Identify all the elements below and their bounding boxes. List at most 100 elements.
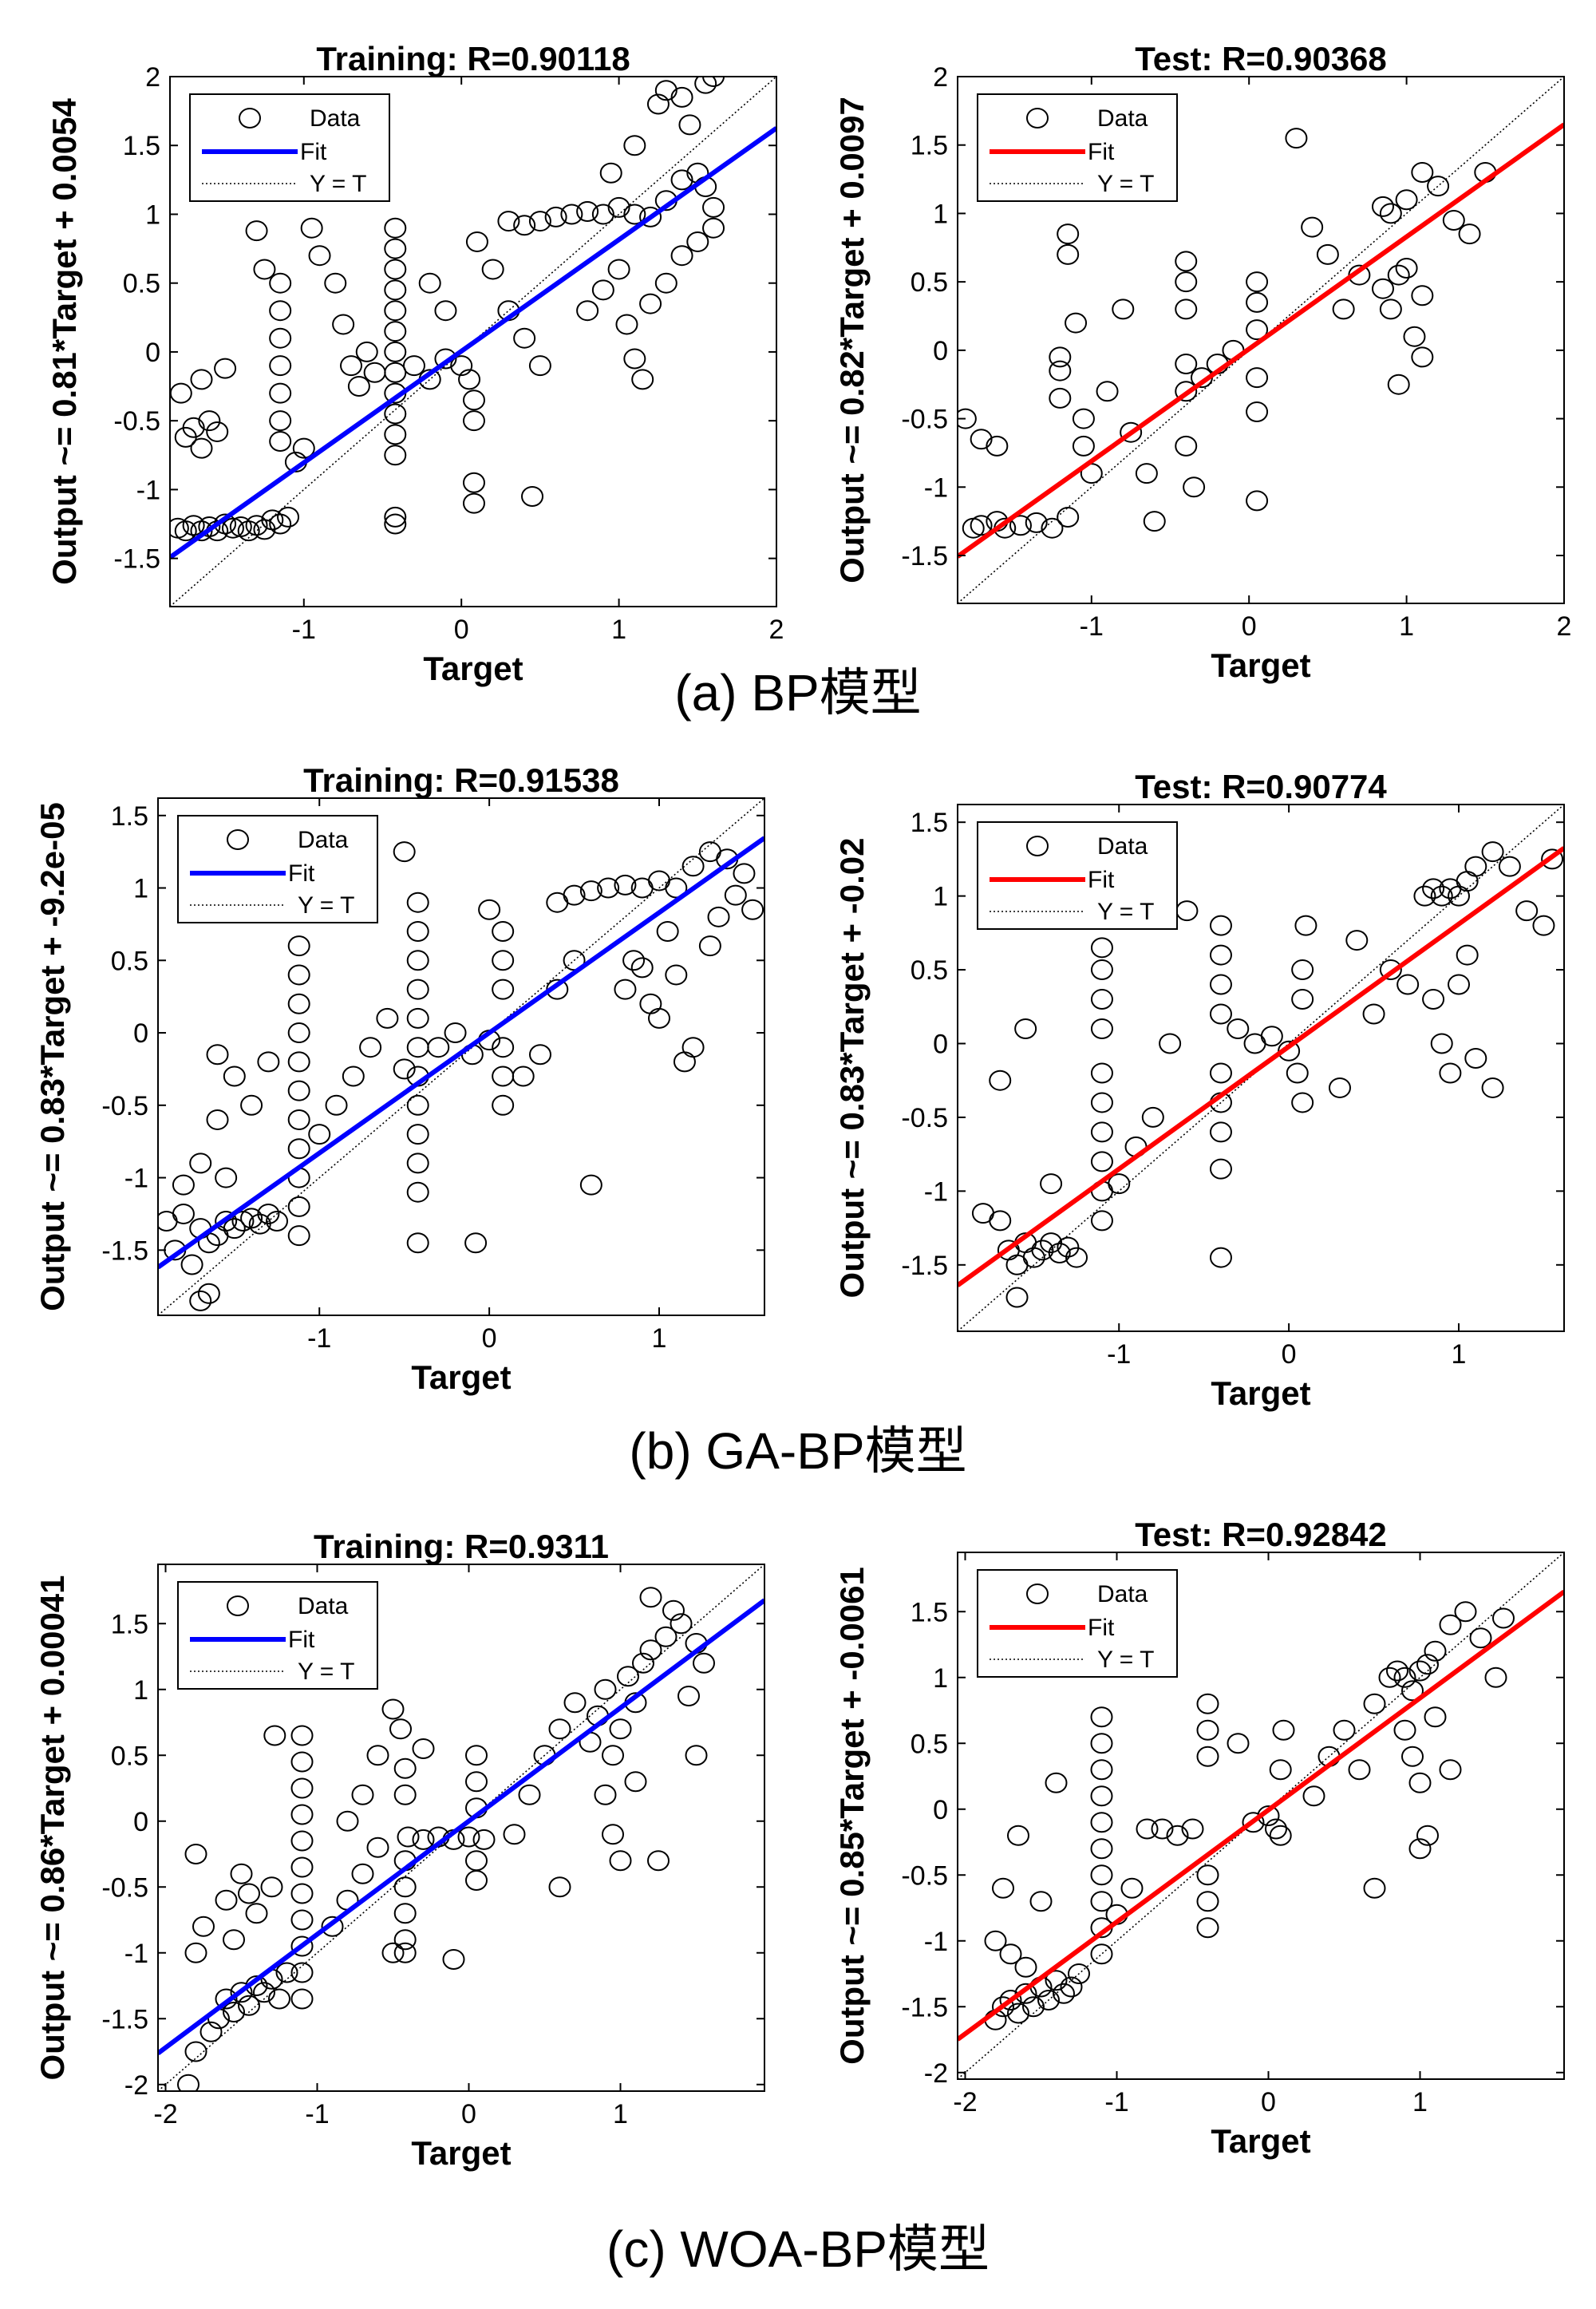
data-point (1090, 1812, 1113, 1833)
data-point (308, 1124, 331, 1145)
data-point (560, 204, 583, 225)
data-point (1007, 2003, 1029, 2024)
data-point (462, 389, 485, 411)
axes-box (957, 1552, 1565, 2080)
data-point (393, 1784, 417, 1805)
data-point (1301, 216, 1324, 238)
data-point (184, 1844, 207, 1864)
y-tick-label: 1 (933, 199, 948, 229)
data-point (206, 421, 229, 442)
data-point (670, 1613, 693, 1635)
data-point (576, 300, 599, 322)
data-point (602, 1824, 624, 1845)
data-point (287, 1196, 310, 1217)
data-point (384, 300, 407, 322)
legend-marker-data (1026, 108, 1049, 128)
y-axis-label: Output ~= 0.82*Target + 0.0097 (833, 97, 871, 583)
data-point (614, 979, 637, 1000)
data-point (1379, 299, 1402, 320)
data-point (184, 1942, 207, 1963)
data-point (287, 1080, 310, 1101)
data-point (290, 1909, 314, 1931)
data-point (465, 1745, 488, 1766)
y-tick-label: 0.5 (911, 267, 948, 298)
data-point (221, 517, 244, 539)
legend: Data Fit Y = T (177, 815, 378, 923)
data-point (639, 206, 662, 227)
data-point (1498, 856, 1521, 877)
data-point (1269, 1759, 1292, 1781)
y-axis-label: Output ~= 0.83*Target + -0.02 (833, 838, 871, 1299)
legend-label-identity: Y = T (1097, 899, 1154, 925)
data-point (724, 884, 747, 906)
data-point (1175, 354, 1198, 374)
data-point (1049, 360, 1072, 382)
data-point (257, 1051, 280, 1073)
data-point (1135, 463, 1158, 484)
data-point (384, 424, 407, 445)
data-point (662, 1599, 685, 1621)
data-point (325, 1094, 348, 1116)
data-point (1022, 1247, 1045, 1268)
y-tick-label: -1.5 (113, 544, 160, 575)
legend-label-fit: Fit (288, 860, 315, 887)
data-point (465, 231, 488, 252)
y-tick-label: -1 (924, 472, 948, 503)
data-point (287, 993, 310, 1014)
data-point (275, 1962, 298, 1983)
data-point (290, 1777, 314, 1799)
chart-bp-test: -1 0 1 2 -1.5 -1 -0.5 0 0.5 1 1.5 2 Test: R=0.90368 T… (833, 40, 1571, 684)
chart-title: Training: R=0.9311 (314, 1528, 609, 1565)
data-point (594, 1678, 617, 1700)
data-point (1175, 381, 1198, 402)
data-point (290, 1856, 314, 1878)
data-point (393, 1942, 417, 1963)
data-point (336, 1810, 359, 1832)
data-point (269, 355, 292, 377)
data-point (1316, 243, 1339, 265)
data-point (206, 1044, 229, 1066)
data-point (665, 964, 688, 986)
data-point (1448, 974, 1471, 995)
data-point (1037, 1990, 1060, 2010)
fit-line (958, 122, 1564, 559)
data-point (1025, 512, 1048, 533)
data-point (1481, 1077, 1504, 1098)
data-point (1348, 1759, 1371, 1781)
data-point (1175, 271, 1198, 293)
data-point (1454, 1601, 1477, 1623)
data-point (472, 1829, 496, 1850)
y-tick-label: 0.5 (123, 269, 160, 299)
data-point (646, 93, 670, 115)
data-point (986, 435, 1009, 457)
data-point (223, 2002, 245, 2022)
y-tick-label: -0.5 (901, 405, 948, 435)
data-point (481, 259, 504, 280)
data-point (670, 86, 693, 108)
data-point (681, 856, 705, 877)
data-point (1209, 1062, 1232, 1084)
x-tick-label: -1 (1107, 1339, 1131, 1370)
data-point (1464, 856, 1487, 877)
data-point (1045, 1970, 1068, 1991)
data-point (1090, 1891, 1113, 1912)
data-point (1108, 1173, 1131, 1195)
y-tick-label: -1.5 (901, 1992, 948, 2022)
data-point (694, 77, 717, 94)
data-point (609, 1850, 632, 1872)
y-tick-label: 1.5 (911, 131, 948, 161)
data-point (999, 1990, 1022, 2010)
data-point (665, 877, 688, 899)
data-point (1151, 1818, 1174, 1840)
data-point (1227, 1733, 1250, 1754)
y-tick-label: -1.5 (101, 1236, 148, 1266)
data-point (503, 1824, 526, 1845)
data-point (678, 1686, 700, 1706)
data-point (1246, 490, 1269, 512)
data-point (457, 1826, 480, 1848)
data-point (177, 2074, 200, 2091)
data-point (397, 1826, 420, 1848)
data-point (182, 515, 205, 536)
data-point (230, 1863, 253, 1884)
data-point (632, 1652, 654, 1674)
